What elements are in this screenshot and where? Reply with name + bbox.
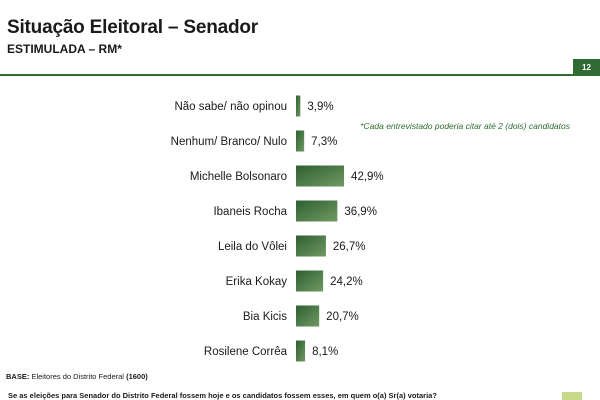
category-label: Leila do Vôlei	[218, 241, 287, 253]
value-label: 7,3%	[311, 136, 337, 148]
bar	[296, 165, 345, 187]
survey-question: Se as eleições para Senador do Distrito …	[8, 391, 437, 400]
bar	[296, 235, 326, 257]
page-subtitle: ESTIMULADA – RM*	[7, 42, 122, 56]
value-label: 20,7%	[326, 311, 359, 323]
category-label: Erika Kokay	[226, 276, 288, 288]
page-title: Situação Eleitoral – Senador	[7, 17, 258, 38]
value-label: 26,7%	[333, 241, 366, 253]
bar	[296, 340, 306, 362]
bar	[296, 270, 324, 292]
category-label: Ibaneis Rocha	[213, 206, 287, 218]
category-label: Michelle Bolsonaro	[190, 171, 287, 183]
bar-chart: Não sabe/ não opinou 3,9% Nenhum/ Branco/ …	[171, 95, 384, 362]
category-label: Não sabe/ não opinou	[174, 101, 287, 113]
base-label: BASE:	[6, 372, 30, 381]
value-label: 42,9%	[351, 171, 384, 183]
category-label: Rosilene Corrêa	[204, 346, 288, 358]
header-bar: *Cada entrevistado poderia citar até 2 (…	[0, 59, 600, 131]
category-label: Nenhum/ Branco/ Nulo	[171, 136, 287, 148]
page-number-badge: 12	[573, 59, 600, 76]
base-note: BASE: Eleitores do Distrito Federal (160…	[6, 372, 148, 381]
bar	[296, 95, 301, 117]
bar	[296, 130, 305, 152]
category-label: Bia Kicis	[243, 311, 287, 323]
footnote-citation: *Cada entrevistado poderia citar até 2 (…	[360, 121, 570, 131]
bar	[296, 200, 338, 222]
value-label: 36,9%	[344, 206, 377, 218]
value-label: 24,2%	[330, 276, 363, 288]
value-label: 8,1%	[312, 346, 338, 358]
base-text: Eleitores do Distrito Federal	[31, 372, 124, 381]
header-divider	[0, 74, 573, 76]
value-label: 3,9%	[307, 101, 333, 113]
base-count: (1600)	[126, 372, 148, 381]
corner-decoration	[562, 392, 582, 400]
bar	[296, 305, 320, 327]
